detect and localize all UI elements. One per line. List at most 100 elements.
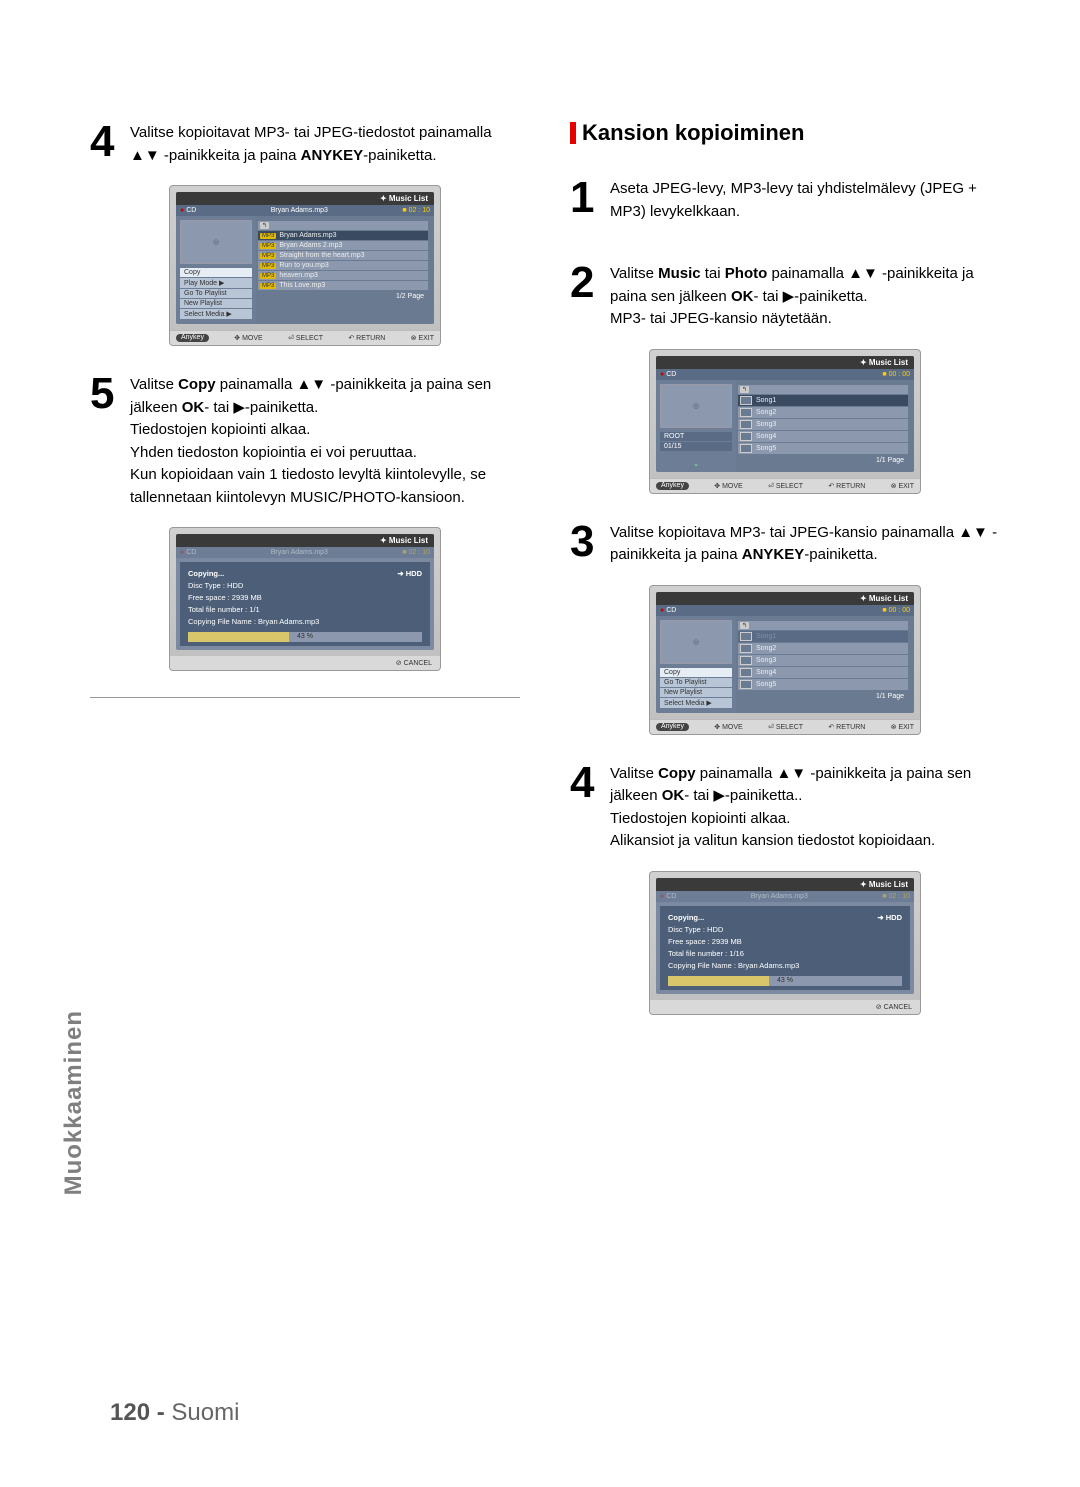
folder-name: Song1 — [756, 397, 776, 404]
up-icon: ↰ — [740, 386, 749, 393]
folder-item[interactable]: Song2 — [738, 643, 908, 654]
screen-top-bar: ● CD Bryan Adams.mp3 ■ 02 : 10 — [176, 205, 434, 216]
text-fragment: Kun kopioidaan vain 1 tiedosto levyltä k… — [130, 466, 486, 506]
free-space: Free space : 2939 MB — [188, 593, 262, 602]
file-item[interactable]: MP3This Love.mp3 — [258, 281, 428, 290]
screen-top-bar: ● CD ■ 00 : 00 — [656, 369, 914, 380]
folder-item[interactable]: Song3 — [738, 419, 908, 430]
menu-new-playlist[interactable]: New Playlist — [180, 299, 252, 308]
menu-copy[interactable]: Copy — [660, 668, 732, 677]
cd-label: CD — [186, 207, 196, 214]
folder-item[interactable]: Song3 — [738, 655, 908, 666]
left-panel: ◎ ROOT 01/15 ⌄ — [656, 380, 736, 472]
progress-bar: 43 % — [188, 632, 422, 642]
anykey-button[interactable]: Anykey — [656, 723, 689, 731]
up-icon: ↰ — [740, 622, 749, 629]
device-screenshot-music-list: Music List ● CD Bryan Adams.mp3 ■ 02 : 1… — [169, 185, 441, 346]
content-columns: 4 Valitse kopioitavat MP3- tai JPEG-tied… — [90, 120, 1000, 1041]
label: MOVE — [242, 335, 263, 342]
cd-label: CD — [666, 607, 676, 614]
bold-copy: Copy — [178, 376, 216, 393]
bold-copy: Copy — [658, 765, 696, 782]
label: RETURN — [836, 483, 865, 490]
right-column: Kansion kopioiminen 1 Aseta JPEG-levy, M… — [570, 120, 1000, 1041]
step-text: Valitse Copy painamalla ▲▼ -painikkeita … — [130, 372, 520, 509]
up-folder[interactable]: ↰ — [258, 221, 428, 230]
menu-root[interactable]: ROOT — [660, 432, 732, 441]
time: 00 : 00 — [889, 607, 910, 614]
disc-graphic-icon: ◎ — [660, 384, 732, 428]
disc-type: Disc Type : HDD — [668, 925, 723, 934]
folder-item[interactable]: Song5 — [738, 679, 908, 690]
step-number: 3 — [570, 520, 606, 567]
right-panel: ↰ MP3Bryan Adams.mp3 MP3Bryan Adams 2.mp… — [256, 216, 434, 324]
folder-icon — [740, 644, 752, 653]
menu-play-mode[interactable]: Play Mode ▶ — [180, 278, 252, 288]
mp3-icon: MP3 — [260, 263, 276, 269]
cd-label: CD — [666, 893, 676, 900]
up-folder[interactable]: ↰ — [738, 621, 908, 630]
folder-icon — [740, 432, 752, 441]
menu-select-media[interactable]: Select Media ▶ — [180, 309, 252, 319]
page-root: Muokkaaminen 4 Valitse kopioitavat MP3- … — [0, 0, 1080, 1487]
menu-go-to-playlist[interactable]: Go To Playlist — [660, 678, 732, 687]
section-divider — [90, 697, 520, 698]
hdd-target: ➜ HDD — [877, 912, 902, 924]
folder-item[interactable]: Song1 — [738, 395, 908, 406]
up-folder[interactable]: ↰ — [738, 385, 908, 394]
menu-date[interactable]: 01/15 — [660, 442, 732, 451]
footer-select: ⏎ SELECT — [288, 334, 323, 342]
cancel-button[interactable]: ⊘ CANCEL — [876, 1004, 912, 1011]
track-info: Bryan Adams.mp3 — [196, 207, 402, 214]
file-item[interactable]: MP3Bryan Adams 2.mp3 — [258, 241, 428, 250]
play-icon: ▶ — [219, 280, 224, 287]
progress-label: 43 % — [668, 975, 902, 986]
device-inner: Music List ● CD ■ 00 : 00 ◎ ROOT 01/15 ⌄ — [656, 356, 914, 472]
folder-item[interactable]: Song1 — [738, 631, 908, 642]
disc-graphic-icon: ◎ — [660, 620, 732, 664]
play-icon: ▶ — [706, 700, 711, 707]
folder-item[interactable]: Song5 — [738, 443, 908, 454]
text-fragment: Yhden tiedoston kopiointia ei voi peruut… — [130, 444, 417, 461]
step-number: 1 — [570, 176, 606, 223]
disc-graphic-icon: ◎ — [180, 220, 252, 264]
label: MOVE — [722, 724, 743, 731]
menu-select-media[interactable]: Select Media ▶ — [660, 698, 732, 708]
total-files: Total file number : 1/1 — [188, 605, 260, 614]
folder-item[interactable]: Song4 — [738, 431, 908, 442]
label: RETURN — [836, 724, 865, 731]
anykey-button[interactable]: Anykey — [656, 482, 689, 490]
left-panel: ◎ Copy Play Mode ▶ Go To Playlist New Pl… — [176, 216, 256, 324]
file-item[interactable]: MP3Run to you.mp3 — [258, 261, 428, 270]
file-name: Run to you.mp3 — [279, 262, 328, 269]
screen-top-bar: ● CD Bryan Adams.mp3 ■ 02 : 10 — [176, 547, 434, 558]
text-fragment: Valitse — [130, 376, 178, 393]
menu-copy[interactable]: Copy — [180, 268, 252, 277]
anykey-button[interactable]: Anykey — [176, 334, 209, 342]
cancel-button[interactable]: ⊘ CANCEL — [396, 660, 432, 667]
label: EXIT — [898, 724, 914, 731]
mp3-icon: MP3 — [260, 243, 276, 249]
text-fragment: - tai ▶-painiketta.. — [684, 787, 802, 804]
copying-label: Copying... — [188, 569, 224, 578]
progress-label: 43 % — [188, 631, 422, 642]
label: EXIT — [898, 483, 914, 490]
label: SELECT — [296, 335, 323, 342]
menu-go-to-playlist[interactable]: Go To Playlist — [180, 289, 252, 298]
cancel-row: ⊘ CANCEL — [170, 656, 440, 670]
device-inner: Music List ● CD ■ 00 : 00 ◎ Copy Go To P… — [656, 592, 914, 713]
label: RETURN — [356, 335, 385, 342]
folder-item[interactable]: Song4 — [738, 667, 908, 678]
file-item[interactable]: MP3Straight from the heart.mp3 — [258, 251, 428, 260]
screen-top-bar: ● CD Bryan Adams.mp3 ■ 02 : 10 — [656, 891, 914, 902]
mp3-icon: MP3 — [260, 273, 276, 279]
file-item[interactable]: MP3Bryan Adams.mp3 — [258, 231, 428, 240]
folder-icon — [740, 632, 752, 641]
folder-icon — [740, 396, 752, 405]
file-item[interactable]: MP3heaven.mp3 — [258, 271, 428, 280]
folder-item[interactable]: Song2 — [738, 407, 908, 418]
label: Select Media — [664, 700, 704, 707]
device-screenshot-copying: Music List ● CD Bryan Adams.mp3 ■ 02 : 1… — [649, 871, 921, 1015]
menu-new-playlist[interactable]: New Playlist — [660, 688, 732, 697]
mp3-icon: MP3 — [260, 233, 276, 239]
